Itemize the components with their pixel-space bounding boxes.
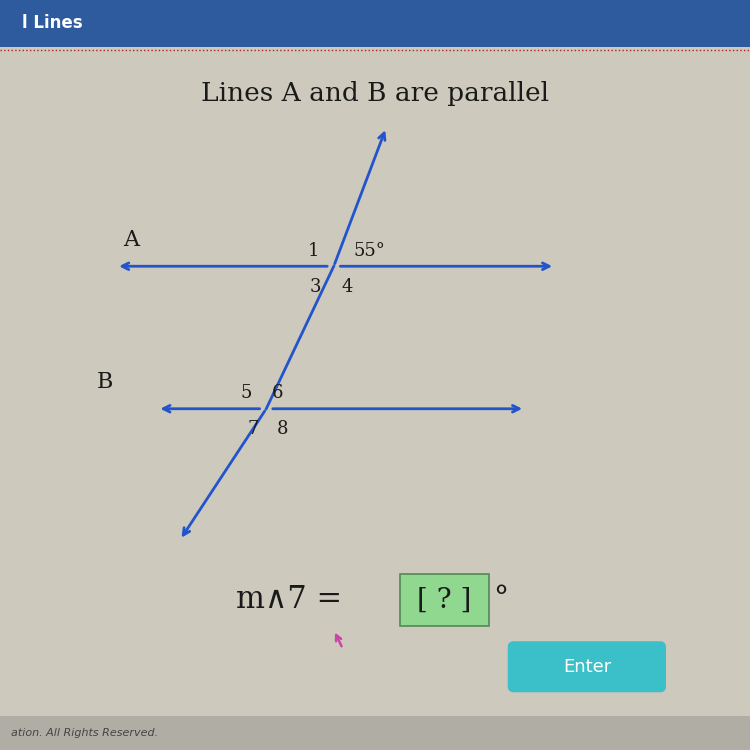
Text: l Lines: l Lines xyxy=(22,14,83,32)
Text: m∧7 =: m∧7 = xyxy=(236,584,352,616)
Text: B: B xyxy=(97,371,113,394)
Text: 4: 4 xyxy=(341,278,353,296)
Text: ation. All Rights Reserved.: ation. All Rights Reserved. xyxy=(11,728,158,738)
Text: 8: 8 xyxy=(276,420,288,438)
Text: 3: 3 xyxy=(310,278,322,296)
Text: Enter: Enter xyxy=(562,658,611,676)
Text: [ ? ]: [ ? ] xyxy=(417,586,472,613)
Text: 5: 5 xyxy=(240,384,252,402)
FancyBboxPatch shape xyxy=(400,574,489,626)
Bar xyxy=(0,0,750,46)
Text: 7: 7 xyxy=(247,420,259,438)
Text: 1: 1 xyxy=(308,242,320,260)
Bar xyxy=(0,716,750,750)
FancyBboxPatch shape xyxy=(508,641,666,692)
Text: °: ° xyxy=(494,584,508,616)
Text: Lines A and B are parallel: Lines A and B are parallel xyxy=(201,81,549,106)
Text: 55°: 55° xyxy=(354,242,386,260)
Text: A: A xyxy=(123,229,140,251)
Text: 6: 6 xyxy=(272,384,284,402)
